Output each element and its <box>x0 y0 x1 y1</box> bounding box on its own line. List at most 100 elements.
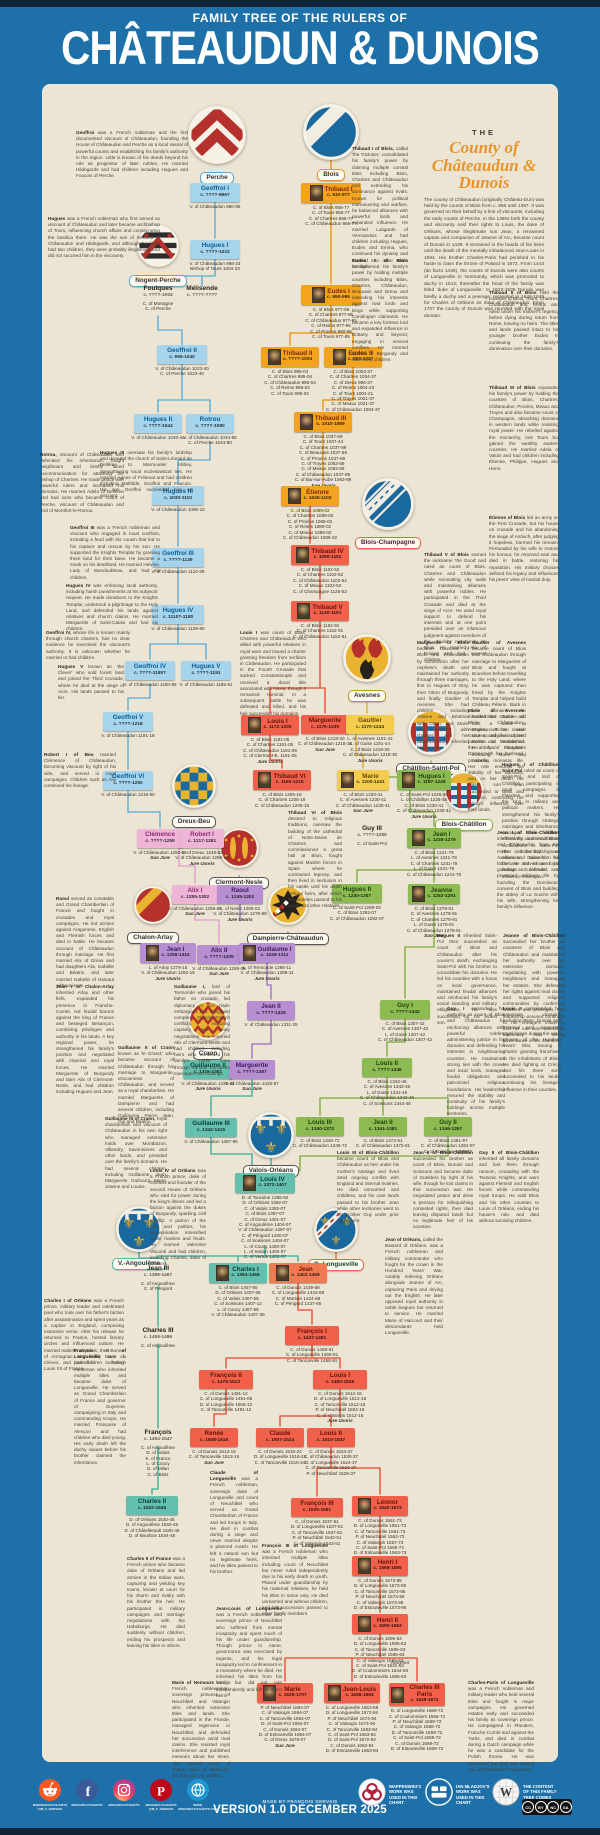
person-guy-ii: Guy II c. 1346-1397 C. of Blois 1381-97 C. … <box>403 1117 493 1154</box>
title-line: C. of Tours 995-04 <box>271 390 309 396</box>
person-text: Marguerite c. ????-1387 <box>236 1063 268 1076</box>
person-text: Jeanne c. 1252-1291 <box>427 887 456 901</box>
title-line: V. of Châteaudun 1139-80 <box>151 626 205 631</box>
person-box: Jean II c. ????-1325 <box>247 1001 295 1020</box>
tenure-note: Suo Jure <box>424 933 444 939</box>
title-line: C. of Longueville 1663-68 <box>325 1705 379 1710</box>
person-titles: C. of Blois 1218-30 C. of Châteaudun 1218… <box>280 736 370 752</box>
tenure-note: Jure Uxoris <box>257 758 283 764</box>
social-reddit-icon[interactable] <box>30 1779 70 1801</box>
person-name: Guillaume III <box>192 1120 230 1128</box>
social-instagram-icon[interactable] <box>104 1779 144 1801</box>
person-text: Charles II c. 1522-1545 <box>138 1499 166 1512</box>
title-line: C. of Beauvais 1037-89 <box>298 450 347 456</box>
person-name: Guillaume I <box>257 945 292 953</box>
person-box: Geoffroi VI c. ????-1250 <box>103 771 153 790</box>
title-line: C. of Dreux 1249-82 <box>181 850 223 855</box>
top-edge-strip <box>0 0 600 7</box>
person-titles: C. of Blois 1191-05 C. of Chartres 1191-0… <box>225 737 315 764</box>
house-label-v-angoul-me: V.-Angoulême <box>84 1252 194 1270</box>
person-box: Henri II c. 1595-1663 <box>352 1614 408 1634</box>
person-name: Thibaud I <box>324 185 353 193</box>
bio-text-louis-ii: Louis II commanded his extensive domains… <box>503 1006 562 1092</box>
person-titles: V. of Châteaudun 1044-80 C. of Perche 104… <box>165 435 255 446</box>
title-line: C. of Dreux 996-37 <box>333 379 373 385</box>
person-name: Louis III <box>308 1119 332 1127</box>
person-box: Geoffroi II c. 995-1040 <box>157 345 207 364</box>
person-fran-ois: François c. 1494-1547 C. of Angoulême D. of… <box>113 1429 203 1477</box>
county-intro: THE County of Châteaudun & Dunois The co… <box>424 128 544 320</box>
house-shield-dreux-beu <box>172 764 216 808</box>
person-titles: V. of Châteaudun 1331-61 Jure Uxoris <box>163 1081 253 1092</box>
person-dates: c. 1459-1496 <box>143 1334 173 1340</box>
title-line: C. of Dunois 1595-63 <box>358 1636 402 1641</box>
badge-ian-mladjov: IAN MLADJOV'S WORK WAS USED IN THIS CHAR… <box>425 1778 490 1811</box>
person-jean: Jean c. 1402-1468 C. of Dunois 1439-68 C. o… <box>253 1263 343 1307</box>
person-dates: c. 1240-1307 <box>342 893 372 899</box>
title-line: C. of Châteaudun 1037-89 <box>295 471 351 477</box>
social-pinterest-icon[interactable]: P <box>141 1779 181 1801</box>
tenure-note: Suo Jure <box>204 1459 224 1465</box>
person-text: Jean c. 1402-1468 <box>291 1265 319 1280</box>
bio-text-guillaume-ii-of-craon: Guillaume II of Craon known as 'le Grand… <box>118 1045 174 1125</box>
svg-text:⚜: ⚜ <box>320 1215 331 1229</box>
portrait <box>402 772 416 788</box>
person-geoffroi-iii: Geoffroi III c. ????-1139 V. of Châteaudun… <box>133 548 223 574</box>
person-name: Thibaud V <box>312 603 343 611</box>
person-titles: C. of Blois 1346-72 C. of Châteaudun 1346… <box>275 1138 365 1149</box>
person-titles: D. of Touraine 1386-92 D. of Orléans 1392… <box>220 1195 310 1260</box>
title-line: P. of Neuchâtel 1674-94 <box>327 1715 377 1721</box>
person-text: Jean II c. ????-1325 <box>256 1004 285 1017</box>
person-dates: c. 1252-1291 <box>427 894 456 900</box>
person-text: Geoffroi IV c. ????-1185? <box>134 664 166 677</box>
person-thibaud-iv: Thibaud IV c. 1090-1152 C. of Blois 1102-5… <box>275 545 365 594</box>
person-box: Guy II c. 1346-1397 <box>424 1117 472 1136</box>
person-raoul: Raoul c. 1245-1302 L. of Nesle 1286-02 V. o… <box>195 885 285 922</box>
title-line: C. of Valangin 1694-07 <box>261 1710 309 1716</box>
title-line: C. of Blois 1152-91 <box>300 623 340 628</box>
person-name: Charles III Paris <box>409 1684 440 1698</box>
person-dates: c. 1649-1672 <box>410 1698 439 1704</box>
person-name: Jean <box>298 1265 313 1273</box>
person-dates: c. ????-986? <box>200 192 230 198</box>
title-line: V. of Châteaudun 1044-80 <box>183 435 237 440</box>
house-label-blois: Blois <box>276 163 386 181</box>
portrait <box>288 488 302 504</box>
person-name: Louis II <box>319 1430 343 1438</box>
title-line: C. of Vertus 1402-07 <box>243 1254 287 1260</box>
title-line: C. of Tours 1004-21 <box>332 390 374 396</box>
social-facebook-icon[interactable]: f <box>67 1779 107 1801</box>
portrait <box>276 1265 290 1281</box>
person-dates: c. 1507-1524 <box>265 1437 295 1443</box>
person-titles: C. of Dunois 1439-68 C. of Longueville 14… <box>253 1285 343 1307</box>
person-name: Louis I <box>267 717 288 725</box>
person-dates: c. ????-1325 <box>256 1010 286 1016</box>
title-line: V. of Châteaudun 1397-07 <box>238 1227 292 1233</box>
social-web-icon[interactable] <box>178 1779 218 1801</box>
person-box: Louis III c. 1340-1372 <box>296 1117 344 1136</box>
person-name: Charles I <box>232 1265 259 1273</box>
person-name: Marie <box>362 772 379 780</box>
person-titles: C. of Dunois 1468-91 C. of Longueville 14… <box>267 1347 357 1363</box>
social-label: MONARCHYCHARTS <box>108 1803 140 1807</box>
person-box: Charles II c. 1522-1545 <box>126 1496 178 1515</box>
person-name: Thibaud II <box>282 349 313 357</box>
person-charles-iii-paris: Charles III Paris c. 1649-1672 D. of Longu… <box>372 1683 462 1751</box>
title-line: C. of Troyes 1063-89 <box>301 461 345 467</box>
person-rotrou: Rotrou c. ????-1080 V. of Châteaudun 1044-… <box>165 414 255 446</box>
person-box: Gaultier c. 1170-1244 <box>346 715 394 734</box>
house-shield-ch-tillon-saint-pol <box>408 709 454 755</box>
title-line: C. of Blois 1292-07 <box>337 910 377 916</box>
county-body: The county of Châteaudun (originally Châ… <box>424 197 544 319</box>
person-text: Guillaume II c. 1316-1361 <box>190 1063 226 1076</box>
person-text: Charles III Paris c. 1649-1672 <box>406 1684 443 1704</box>
person-name: Hugues I <box>418 772 445 780</box>
title-line: C. of Mortagne <box>142 300 174 306</box>
svg-text:f: f <box>86 1785 91 1800</box>
